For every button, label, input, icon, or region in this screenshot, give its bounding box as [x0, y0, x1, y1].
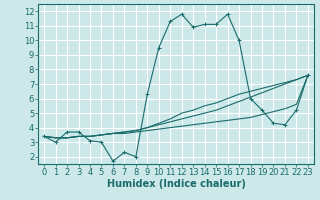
X-axis label: Humidex (Indice chaleur): Humidex (Indice chaleur)	[107, 179, 245, 189]
